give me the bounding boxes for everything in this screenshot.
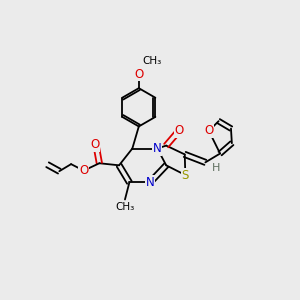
Text: CH₃: CH₃ [115, 202, 135, 212]
Text: O: O [79, 164, 88, 177]
Text: N: N [153, 142, 162, 155]
Text: O: O [90, 138, 100, 151]
Text: O: O [204, 124, 214, 137]
Text: O: O [174, 124, 184, 137]
Text: S: S [182, 169, 189, 182]
Text: O: O [134, 68, 143, 80]
Text: N: N [146, 176, 154, 189]
Text: CH₃: CH₃ [142, 56, 162, 66]
Text: H: H [212, 163, 220, 173]
